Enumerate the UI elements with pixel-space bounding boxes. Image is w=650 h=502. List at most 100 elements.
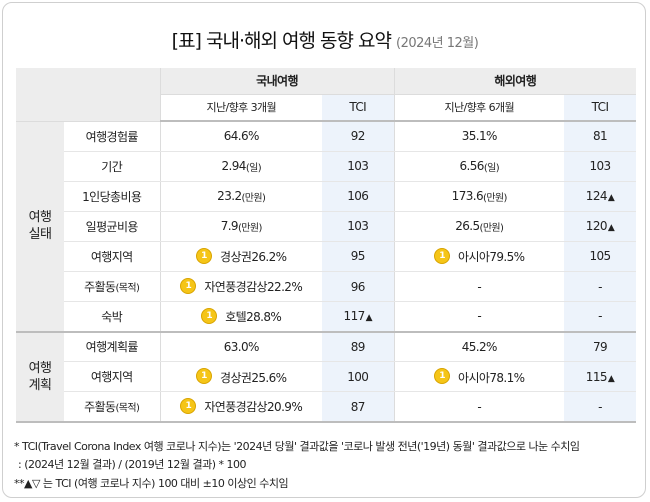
value-unit: (만원) bbox=[237, 222, 262, 234]
value-unit: (일) bbox=[245, 162, 262, 174]
domestic-tci-cell: 117▲ bbox=[322, 301, 395, 333]
row-label: 여행지역 bbox=[64, 361, 160, 393]
tci-value: 79 bbox=[592, 339, 608, 354]
row-label: 주활동(목적) bbox=[64, 271, 160, 303]
value-text: 자연풍경감상22.2% bbox=[204, 280, 303, 295]
row-label-text: 숙박 bbox=[101, 309, 123, 324]
overseas-value-cell: 35.1% bbox=[393, 121, 565, 152]
tci-value: 96 bbox=[350, 279, 366, 294]
overseas-tci-cell: - bbox=[564, 271, 637, 303]
tci-value: 103 bbox=[347, 159, 369, 174]
table-row: 여행 계획 여행계획률 63.0% 89 45.2% 79 bbox=[16, 331, 637, 423]
table-row: 숙박 1 호텔28.8% 117▲ - - bbox=[16, 301, 637, 333]
overseas-value-cell: 45.2% bbox=[393, 331, 565, 363]
table-row: 1인당총비용 23.2 (만원) 106 173.6 (만원) 124▲ bbox=[16, 181, 637, 212]
value-text: 63.0% bbox=[223, 339, 260, 354]
row-label-note: (목적) bbox=[115, 283, 140, 295]
value-unit: (일) bbox=[483, 162, 500, 174]
up-triangle-icon: ▲ bbox=[607, 373, 615, 384]
domestic-tci-cell: 92 bbox=[322, 121, 395, 152]
domestic-value-cell: 2.94 (일) bbox=[159, 151, 322, 182]
row-label-text: 일평균비용 bbox=[85, 219, 139, 234]
footnote-tci-formula: : (2024년 12월 결과) / (2019년 12월 결과) * 100 bbox=[18, 458, 247, 471]
domestic-value-cell: 1 경상권25.6% bbox=[159, 361, 322, 393]
up-triangle-icon: ▲ bbox=[607, 193, 615, 204]
domestic-tci-cell: 103 bbox=[322, 151, 395, 182]
value-text: 6.56 bbox=[459, 159, 485, 174]
domestic-tci-cell: 96 bbox=[322, 271, 395, 303]
value-text: 경상권25.6% bbox=[220, 370, 287, 385]
value-unit: (만원) bbox=[241, 192, 266, 204]
tci-value: - bbox=[598, 399, 602, 414]
tci-value: 120 bbox=[585, 219, 608, 234]
domestic-value-cell: 7.9 (만원) bbox=[159, 211, 322, 242]
section-label: 여행 계획 bbox=[16, 331, 64, 423]
overseas-tci-cell: 120▲ bbox=[564, 211, 637, 242]
row-label: 1인당총비용 bbox=[64, 181, 160, 212]
domestic-tci-cell: 87 bbox=[322, 391, 395, 423]
table-row: 여행지역 1 경상권26.2% 95 1 아시아79.5% 105 bbox=[16, 241, 637, 272]
tci-value: 124 bbox=[585, 189, 608, 204]
value-text: 26.5 bbox=[455, 219, 480, 234]
tci-value: 92 bbox=[350, 129, 366, 144]
value-text: - bbox=[477, 309, 482, 324]
row-label-text: 기간 bbox=[101, 159, 123, 174]
value-text: - bbox=[477, 399, 482, 414]
header-overseas-period: 지난/향후 6개월 bbox=[393, 94, 565, 122]
value-text: 아시아78.1% bbox=[458, 370, 525, 385]
overseas-value-cell: - bbox=[393, 391, 565, 423]
overseas-value-cell: - bbox=[393, 271, 565, 303]
overseas-tci-cell: - bbox=[564, 301, 637, 333]
overseas-tci-cell: 105 bbox=[564, 241, 637, 272]
row-label: 여행계획률 bbox=[64, 331, 160, 363]
value-text: - bbox=[477, 279, 482, 294]
value-text: 23.2 bbox=[217, 189, 242, 204]
tci-value: 103 bbox=[347, 219, 369, 234]
domestic-tci-cell: 95 bbox=[322, 241, 395, 272]
overseas-tci-cell: 115▲ bbox=[564, 361, 637, 393]
value-text: 64.6% bbox=[223, 129, 260, 144]
tci-value: 89 bbox=[350, 339, 366, 354]
row-label: 일평균비용 bbox=[64, 211, 160, 242]
header-overseas-tci: TCI bbox=[564, 94, 637, 122]
tci-value: 103 bbox=[589, 159, 611, 174]
value-text: 35.1% bbox=[461, 129, 498, 144]
overseas-value-cell: 1 아시아79.5% bbox=[393, 241, 565, 272]
tci-value: 95 bbox=[350, 249, 366, 264]
row-label: 여행지역 bbox=[64, 241, 160, 272]
tci-value: 105 bbox=[589, 249, 611, 264]
tci-value: 81 bbox=[592, 129, 608, 144]
title-subtitle: (2024년 12월) bbox=[396, 36, 479, 51]
first-place-medal-icon: 1 bbox=[434, 368, 451, 385]
up-triangle-icon: ▲ bbox=[607, 223, 615, 234]
up-triangle-icon: ▲ bbox=[365, 313, 373, 324]
tci-value: 117 bbox=[343, 309, 366, 324]
header-domestic: 국내여행 bbox=[159, 68, 395, 95]
overseas-value-cell: 1 아시아78.1% bbox=[393, 361, 565, 393]
summary-table: 국내여행 해외여행 지난/향후 3개월 TCI 지난/향후 6개월 TCI 여행… bbox=[16, 68, 637, 423]
row-label: 여행경험률 bbox=[64, 121, 160, 152]
overseas-value-cell: 173.6 (만원) bbox=[393, 181, 565, 212]
first-place-medal-icon: 1 bbox=[180, 397, 197, 414]
header-domestic-period: 지난/향후 3개월 bbox=[159, 94, 322, 122]
value-unit: (만원) bbox=[483, 192, 507, 204]
domestic-value-cell: 1 경상권26.2% bbox=[159, 241, 322, 272]
row-label-text: 여행경험률 bbox=[85, 129, 139, 144]
overseas-tci-cell: - bbox=[564, 391, 637, 423]
row-label-text: 주활동 bbox=[84, 280, 116, 295]
row-label-note: (목적) bbox=[115, 403, 140, 415]
domestic-value-cell: 1 호텔28.8% bbox=[159, 301, 322, 333]
row-label-text: 여행계획률 bbox=[85, 340, 139, 355]
table-row: 기간 2.94 (일) 103 6.56 (일) 103 bbox=[16, 151, 637, 182]
tci-value: 106 bbox=[347, 189, 369, 204]
tci-value: - bbox=[598, 279, 602, 294]
value-text: 자연풍경감상20.9% bbox=[204, 400, 303, 415]
row-label-text: 여행지역 bbox=[90, 249, 133, 264]
value-text: 173.6 bbox=[451, 189, 484, 204]
domestic-tci-cell: 89 bbox=[322, 331, 395, 363]
domestic-tci-cell: 100 bbox=[322, 361, 395, 393]
table-row: 여행 실태 여행경험률 64.6% 92 35.1% 81 bbox=[16, 121, 637, 333]
table-row: 여행지역 1 경상권25.6% 100 1 아시아78.1% 115▲ bbox=[16, 361, 637, 393]
table-row: 주활동(목적) 1 자연풍경감상20.9% 87 - - bbox=[16, 391, 637, 423]
section-label: 여행 실태 bbox=[16, 121, 64, 333]
